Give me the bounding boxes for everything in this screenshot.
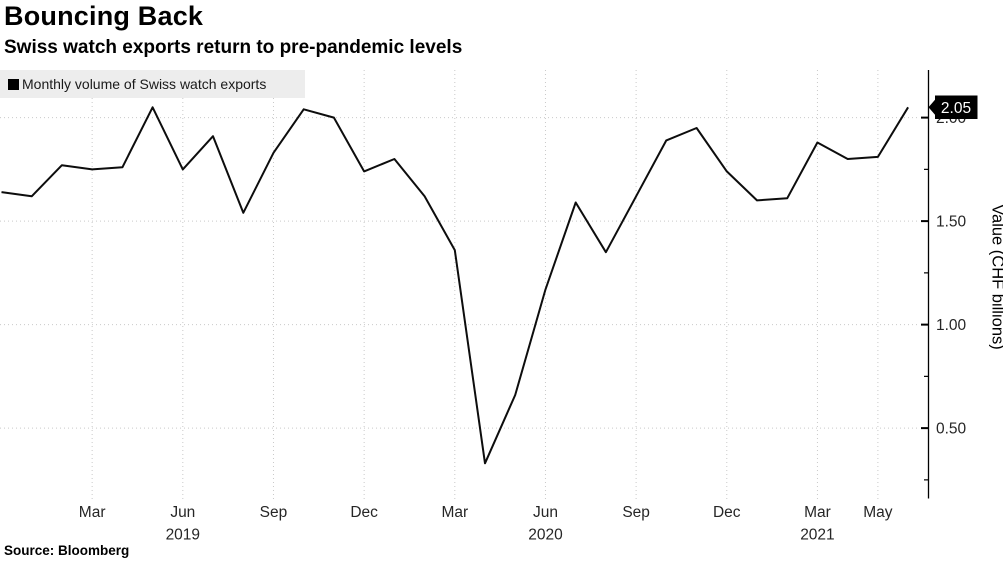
x-axis-tick-label: Jun	[533, 504, 558, 521]
x-axis-tick-label: Mar	[79, 504, 106, 521]
last-value-badge	[928, 95, 978, 120]
y-axis-tick-label: 1.00	[936, 317, 967, 334]
series-line	[1, 106, 909, 465]
last-value-badge-label: 2.05	[941, 100, 971, 117]
x-axis-year-label: 2020	[528, 527, 563, 544]
x-axis-tick-label: Dec	[713, 504, 741, 521]
x-axis-tick-label: Jun	[170, 504, 195, 521]
y-axis-tick-label: 0.50	[936, 421, 967, 438]
series-swatch-icon	[8, 78, 19, 90]
x-axis-tick-label: Mar	[441, 504, 468, 521]
x-axis-year-label: 2019	[166, 527, 200, 544]
y-axis-tick-label: 1.50	[936, 214, 967, 231]
legend: Monthly volume of Swiss watch exports	[0, 70, 305, 98]
chart-subtitle: Swiss watch exports return to pre-pandem…	[4, 37, 463, 58]
x-axis-tick-label: Mar	[804, 504, 831, 521]
x-axis-tick-label: Dec	[350, 504, 378, 521]
x-axis-year-label: 2021	[800, 527, 834, 544]
y-axis-title: Value (CHF billions)	[989, 204, 1003, 350]
source-attribution: Source: Bloomberg	[4, 543, 130, 558]
x-axis-tick-label: Sep	[622, 504, 650, 521]
x-axis-tick-label: Sep	[260, 504, 288, 521]
legend-label: Monthly volume of Swiss watch exports	[22, 76, 267, 92]
chart-title: Bouncing Back	[4, 1, 204, 31]
x-axis-tick-label: May	[863, 504, 893, 521]
